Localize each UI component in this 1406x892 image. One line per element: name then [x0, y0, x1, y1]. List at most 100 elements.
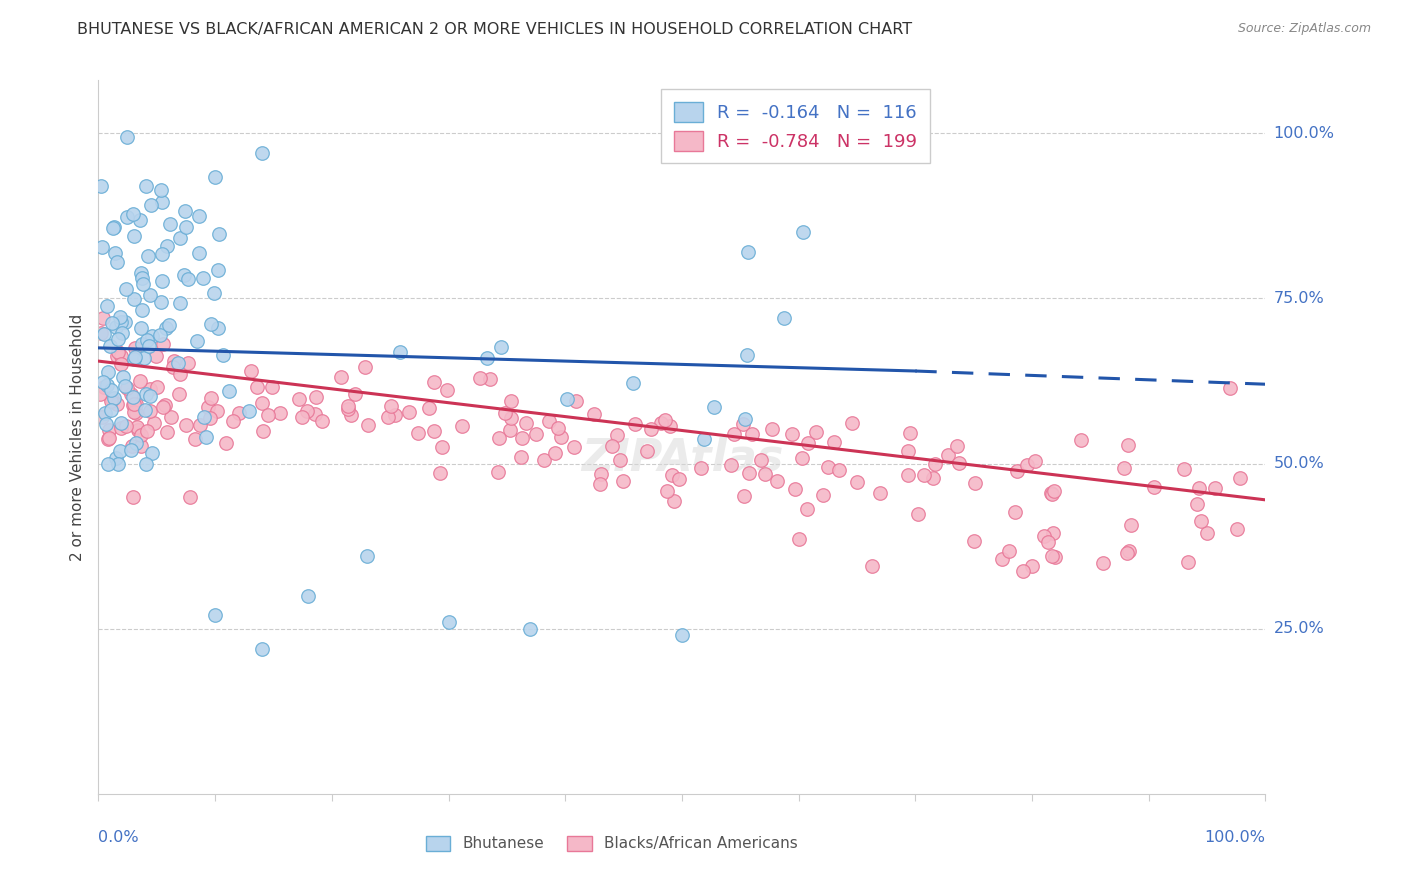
- Point: [246, 380, 269, 394]
- Point: [159, 217, 181, 231]
- Point: [846, 475, 869, 489]
- Point: [238, 403, 260, 417]
- Point: [105, 349, 128, 363]
- Point: [111, 370, 134, 384]
- Point: [141, 446, 163, 460]
- Point: [828, 463, 851, 477]
- Point: [948, 456, 970, 470]
- Point: [1189, 514, 1212, 528]
- Point: [105, 397, 128, 411]
- Point: [173, 268, 195, 282]
- Point: [155, 320, 177, 334]
- Point: [184, 432, 207, 446]
- Point: [131, 271, 153, 285]
- Point: [134, 403, 156, 417]
- Point: [155, 238, 177, 252]
- Point: [260, 380, 283, 394]
- Point: [93, 380, 115, 394]
- Point: [139, 382, 162, 396]
- Point: [139, 287, 162, 301]
- Text: 25.0%: 25.0%: [1274, 621, 1324, 636]
- Point: [159, 409, 181, 424]
- Point: [1032, 529, 1054, 543]
- Point: [163, 354, 186, 368]
- Point: [90, 326, 112, 340]
- Point: [149, 295, 172, 310]
- Point: [94, 417, 117, 431]
- Point: [96, 457, 118, 471]
- Point: [693, 432, 716, 446]
- Point: [602, 439, 624, 453]
- Point: [654, 413, 676, 427]
- Point: [406, 426, 429, 441]
- Point: [494, 406, 516, 420]
- Point: [104, 319, 127, 334]
- Point: [204, 169, 226, 184]
- Point: [998, 543, 1021, 558]
- Point: [797, 436, 820, 450]
- Point: [127, 423, 149, 437]
- Point: [555, 392, 578, 406]
- Point: [207, 262, 229, 277]
- Point: [564, 393, 586, 408]
- Point: [97, 432, 120, 446]
- Point: [174, 417, 197, 432]
- Point: [218, 384, 240, 398]
- Point: [841, 416, 863, 430]
- Point: [690, 460, 713, 475]
- Point: [1043, 550, 1066, 565]
- Point: [125, 396, 148, 410]
- Point: [150, 274, 173, 288]
- Y-axis label: 2 or more Vehicles in Household: 2 or more Vehicles in Household: [70, 313, 86, 561]
- Point: [152, 336, 174, 351]
- Point: [114, 315, 136, 329]
- Point: [436, 383, 458, 397]
- Point: [1119, 518, 1142, 533]
- Point: [661, 467, 683, 482]
- Point: [191, 271, 214, 285]
- Point: [135, 179, 157, 194]
- Point: [120, 442, 142, 457]
- Point: [1188, 481, 1211, 495]
- Point: [659, 418, 682, 433]
- Point: [662, 493, 685, 508]
- Point: [107, 345, 129, 359]
- Point: [129, 321, 152, 335]
- Point: [107, 254, 129, 268]
- Point: [668, 471, 690, 485]
- Point: [288, 392, 311, 407]
- Point: [329, 370, 352, 384]
- Point: [450, 419, 472, 434]
- Point: [337, 402, 360, 417]
- Point: [156, 425, 179, 439]
- Point: [311, 414, 333, 428]
- Point: [202, 285, 225, 300]
- Point: [97, 365, 120, 379]
- Point: [250, 641, 273, 656]
- Point: [115, 419, 138, 434]
- Point: [93, 326, 115, 341]
- Point: [195, 430, 218, 444]
- Point: [115, 210, 138, 224]
- Point: [787, 532, 810, 546]
- Point: [101, 392, 124, 406]
- Point: [477, 351, 499, 366]
- Point: [197, 401, 219, 415]
- Point: [107, 332, 129, 346]
- Point: [991, 552, 1014, 566]
- Point: [384, 408, 406, 422]
- Point: [167, 356, 190, 370]
- Point: [193, 409, 215, 424]
- Point: [624, 417, 647, 432]
- Point: [1173, 462, 1195, 476]
- Point: [136, 249, 159, 263]
- Point: [110, 349, 132, 363]
- Point: [174, 204, 197, 219]
- Point: [510, 432, 533, 446]
- Point: [938, 448, 960, 462]
- Point: [176, 220, 198, 235]
- Point: [655, 483, 678, 498]
- Point: [589, 467, 612, 482]
- Point: [188, 418, 211, 433]
- Point: [90, 178, 112, 193]
